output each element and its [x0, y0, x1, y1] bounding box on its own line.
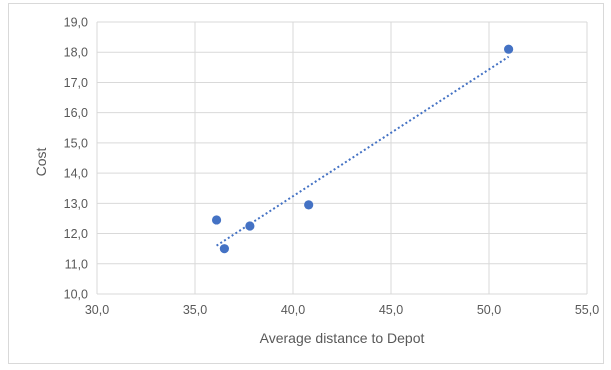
data-point — [245, 221, 255, 231]
y-tick-label: 18,0 — [64, 46, 88, 60]
data-point — [504, 44, 514, 54]
data-point — [304, 200, 314, 210]
trendline-path — [216, 55, 510, 247]
y-tick-label: 12,0 — [64, 227, 88, 241]
data-point — [219, 244, 229, 254]
y-tick-label: 13,0 — [64, 197, 88, 211]
y-tick-label: 16,0 — [64, 106, 88, 120]
gridlines — [96, 21, 588, 295]
x-tick-label: 55,0 — [575, 303, 599, 317]
x-axis-label: Average distance to Depot — [260, 330, 425, 346]
chart-frame — [8, 3, 604, 364]
y-axis-label: Cost — [33, 148, 49, 177]
data-points — [211, 44, 514, 254]
y-tick-label: 17,0 — [64, 76, 88, 90]
x-tick-label: 35,0 — [183, 303, 207, 317]
x-tick-labels: 30,0 35,0 40,0 45,0 50,0 55,0 — [85, 303, 599, 317]
y-tick-label: 15,0 — [64, 136, 88, 150]
x-tick-label: 50,0 — [477, 303, 501, 317]
y-tick-label: 19,0 — [64, 16, 88, 30]
x-tick-label: 30,0 — [85, 303, 109, 317]
y-tick-label: 14,0 — [64, 167, 88, 181]
x-tick-label: 40,0 — [281, 303, 305, 317]
y-tick-labels: 10,0 11,0 12,0 13,0 14,0 15,0 16,0 17,0 18,0 19,0 — [64, 16, 88, 302]
x-tick-label: 45,0 — [379, 303, 403, 317]
trendline — [216, 55, 510, 247]
y-tick-label: 10,0 — [64, 288, 88, 302]
y-tick-label: 11,0 — [65, 257, 88, 271]
data-point — [211, 215, 222, 225]
